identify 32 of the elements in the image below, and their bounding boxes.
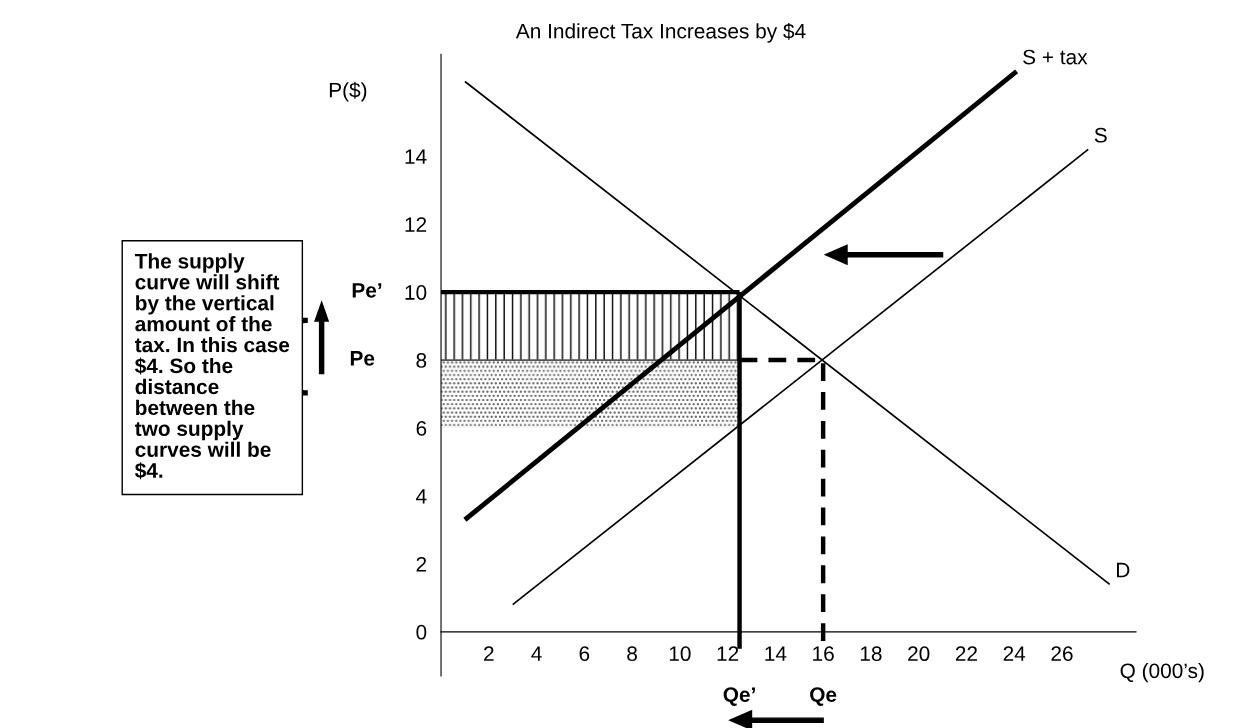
x-tick-label: 8 xyxy=(627,646,637,662)
x-tick-label: 6 xyxy=(579,646,590,662)
text: Qe’ xyxy=(723,687,755,706)
y-tick-label: 6 xyxy=(416,421,427,436)
y-tick-label: 8 xyxy=(416,353,427,368)
x-tick-label: 16 xyxy=(813,646,834,662)
y-tick-label: 0 xyxy=(416,624,427,640)
series-label: S xyxy=(1094,127,1107,143)
y-tick-label: 4 xyxy=(416,489,427,504)
x-tick-label: 2 xyxy=(484,646,494,661)
series-label: D xyxy=(1116,562,1130,578)
x-tick-label: 4 xyxy=(531,646,542,661)
x-tick-label: 24 xyxy=(1003,646,1026,661)
chart-title: An Indirect Tax Increases by $4 xyxy=(515,22,806,43)
x-tick-label: 18 xyxy=(860,646,882,662)
text: The supply curve will shift by the vertical amount of the tax. In this case $4. So the distance between the two supply curves will be $4. xyxy=(134,253,290,480)
x-tick-label: 10 xyxy=(669,646,691,662)
y-tick-label: 12 xyxy=(405,217,427,232)
x-axis-title: Q (000’s) xyxy=(1120,662,1204,683)
series-label: S + tax xyxy=(1023,49,1088,65)
x-tick-label: 20 xyxy=(908,646,930,662)
x-tick-label: 26 xyxy=(1051,646,1073,662)
text: Qe xyxy=(810,687,837,706)
text: Pe xyxy=(350,351,375,366)
text: Pe’ xyxy=(352,283,382,298)
y-tick-label: 10 xyxy=(405,285,427,300)
y-tick-label: 14 xyxy=(405,149,427,164)
x-tick-label: 12 xyxy=(717,646,739,661)
y-tick-label: 2 xyxy=(416,556,427,572)
x-tick-label: 14 xyxy=(765,646,787,661)
x-tick-label: 22 xyxy=(955,646,977,661)
y-axis-title: P($) xyxy=(329,81,367,102)
